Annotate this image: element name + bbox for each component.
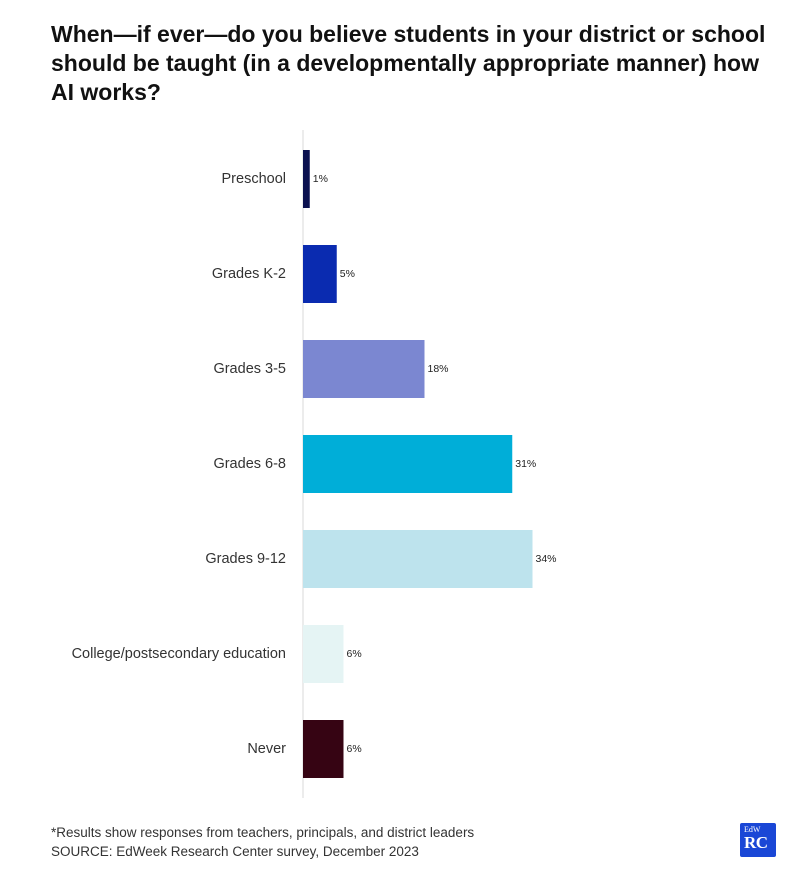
bar-grades-6-8 [303, 435, 513, 493]
edweek-rc-logo: EdW RC [740, 823, 776, 857]
bars-group [303, 150, 533, 778]
bar-grades-k-2 [303, 245, 337, 303]
category-label-college-postsecondary-education: College/postsecondary education [72, 646, 286, 662]
footnote: *Results show responses from teachers, p… [51, 825, 475, 840]
value-label-preschool: 1% [313, 173, 328, 185]
category-label-grades-6-8: Grades 6-8 [213, 456, 286, 472]
value-label-never: 6% [347, 743, 362, 755]
bar-grades-3-5 [303, 340, 425, 398]
bar-college-postsecondary-education [303, 625, 344, 683]
logo-big-text: RC [744, 833, 768, 852]
value-labels-group: 1% 5% 18% 31% 34% 6% 6% [313, 173, 557, 755]
category-label-preschool: Preschool [222, 171, 286, 187]
chart-footer: *Results show responses from teachers, p… [51, 823, 474, 861]
category-label-never: Never [247, 741, 286, 757]
category-label-grades-3-5: Grades 3-5 [213, 361, 286, 377]
value-label-grades-k-2: 5% [340, 268, 355, 280]
chart-title: When—if ever—do you believe students in … [51, 21, 766, 105]
category-label-grades-9-12: Grades 9-12 [205, 551, 286, 567]
value-label-grades-6-8: 31% [515, 458, 536, 470]
value-label-grades-3-5: 18% [428, 363, 449, 375]
value-label-college-postsecondary-education: 6% [347, 648, 362, 660]
bar-grades-9-12 [303, 530, 533, 588]
value-label-grades-9-12: 34% [536, 553, 557, 565]
source-note: SOURCE: EdWeek Research Center survey, D… [51, 844, 419, 859]
category-label-grades-k-2: Grades K-2 [212, 266, 286, 282]
category-labels-group: Preschool Grades K-2 Grades 3-5 Grades 6-8 G… [72, 171, 287, 757]
logo-small-text: EdW [744, 825, 761, 834]
bar-preschool [303, 150, 310, 208]
bar-never [303, 720, 344, 778]
